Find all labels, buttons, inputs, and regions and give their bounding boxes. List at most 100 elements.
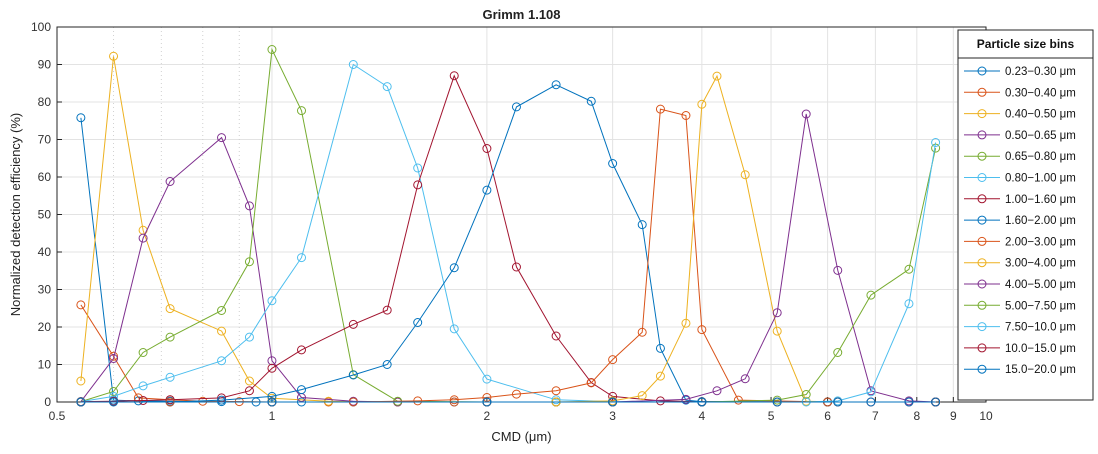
legend-label: 0.30−0.40 μm bbox=[1005, 87, 1076, 99]
data-point bbox=[348, 60, 358, 69]
data-point bbox=[866, 397, 876, 407]
legend-label: 0.40−0.50 μm bbox=[1005, 109, 1076, 121]
data-point bbox=[681, 318, 691, 328]
data-point bbox=[740, 374, 750, 384]
data-point bbox=[904, 397, 914, 407]
data-point bbox=[244, 257, 254, 267]
data-point bbox=[267, 296, 277, 306]
data-point bbox=[297, 253, 307, 263]
data-point bbox=[697, 397, 707, 407]
x-tick-label: 5 bbox=[768, 409, 775, 423]
data-point bbox=[449, 263, 459, 273]
data-point bbox=[109, 391, 119, 401]
x-tick-label: 10 bbox=[979, 409, 993, 423]
y-tick-label: 60 bbox=[38, 170, 52, 184]
y-tick-label: 30 bbox=[38, 283, 52, 297]
data-point bbox=[551, 80, 561, 90]
legend-item: 10.0−15.0 μm bbox=[964, 343, 1076, 355]
legend-swatch-marker bbox=[977, 322, 987, 332]
y-tick-label: 90 bbox=[38, 58, 52, 72]
data-point bbox=[655, 104, 665, 114]
x-tick-label: 8 bbox=[913, 409, 920, 423]
data-series bbox=[76, 45, 941, 407]
legend-label: 15.0−20.0 μm bbox=[1005, 364, 1076, 376]
data-point bbox=[76, 397, 86, 407]
data-point bbox=[217, 395, 227, 405]
data-point bbox=[323, 396, 333, 406]
data-point bbox=[297, 385, 307, 395]
legend-label: 1.60−2.00 μm bbox=[1005, 215, 1076, 227]
data-point bbox=[449, 395, 459, 405]
legend-label: 2.00−3.00 μm bbox=[1005, 236, 1076, 248]
data-point bbox=[109, 354, 119, 363]
legend-swatch-marker bbox=[977, 151, 987, 161]
data-point bbox=[297, 345, 307, 355]
data-point bbox=[866, 387, 876, 397]
data-point bbox=[586, 378, 596, 388]
data-point bbox=[217, 133, 227, 143]
data-point bbox=[551, 395, 561, 405]
data-point bbox=[801, 109, 811, 119]
data-point bbox=[608, 159, 618, 168]
x-axis-label: CMD (μm) bbox=[491, 429, 551, 444]
legend-swatch-marker bbox=[977, 279, 987, 289]
legend-label: 0.23−0.30 μm bbox=[1005, 66, 1076, 78]
y-tick-label: 10 bbox=[38, 358, 52, 372]
legend-title: Particle size bins bbox=[977, 37, 1075, 51]
data-point bbox=[637, 220, 647, 230]
data-point bbox=[217, 326, 227, 336]
data-point bbox=[511, 102, 521, 112]
data-point bbox=[482, 374, 492, 384]
data-point bbox=[551, 331, 561, 341]
data-point bbox=[681, 394, 691, 404]
data-point bbox=[348, 319, 358, 329]
data-point bbox=[76, 113, 86, 123]
legend-item: 0.80−1.00 μm bbox=[964, 173, 1076, 185]
legend-swatch-marker bbox=[977, 236, 987, 246]
data-point bbox=[413, 163, 423, 173]
y-tick-label: 70 bbox=[38, 133, 52, 147]
data-point bbox=[382, 82, 392, 92]
data-point bbox=[655, 343, 665, 353]
data-point bbox=[244, 332, 254, 342]
legend-item: 0.65−0.80 μm bbox=[964, 151, 1076, 163]
legend-item: 1.60−2.00 μm bbox=[964, 215, 1076, 227]
legend-label: 0.65−0.80 μm bbox=[1005, 151, 1076, 163]
data-point bbox=[586, 96, 596, 106]
data-point bbox=[637, 391, 647, 401]
data-point bbox=[138, 396, 148, 405]
data-point bbox=[165, 304, 175, 314]
legend-item: 0.50−0.65 μm bbox=[964, 130, 1076, 142]
data-point bbox=[138, 233, 148, 243]
legend-item: 15.0−20.0 μm bbox=[964, 364, 1076, 376]
legend-item: 3.00−4.00 μm bbox=[964, 258, 1076, 270]
legend-swatch-marker bbox=[977, 130, 987, 140]
legend-item: 5.00−7.50 μm bbox=[964, 300, 1076, 312]
data-point bbox=[138, 381, 148, 391]
data-point bbox=[244, 376, 254, 386]
data-point bbox=[165, 395, 175, 405]
data-point bbox=[449, 71, 459, 81]
legend-label: 3.00−4.00 μm bbox=[1005, 258, 1076, 270]
data-point bbox=[833, 348, 843, 357]
data-point bbox=[712, 386, 722, 396]
series-line bbox=[80, 84, 936, 403]
legend: Particle size bins 0.23−0.30 μm 0.30−0.40… bbox=[957, 29, 1094, 401]
x-tick-label: 6 bbox=[824, 409, 831, 423]
x-tick-label: 4 bbox=[699, 409, 706, 423]
data-point bbox=[608, 397, 618, 407]
x-tick-label: 0.5 bbox=[49, 409, 66, 423]
data-point bbox=[382, 305, 392, 315]
data-point bbox=[165, 372, 175, 382]
data-point bbox=[511, 389, 521, 399]
series-14 bbox=[76, 397, 941, 407]
data-point bbox=[449, 324, 459, 334]
y-tick-label: 80 bbox=[38, 95, 52, 109]
data-point bbox=[637, 327, 647, 337]
legend-swatch-marker bbox=[977, 300, 987, 310]
data-point bbox=[109, 387, 119, 396]
data-point bbox=[772, 326, 782, 336]
x-tick-label: 3 bbox=[609, 409, 616, 423]
legend-swatch-marker bbox=[977, 343, 987, 353]
